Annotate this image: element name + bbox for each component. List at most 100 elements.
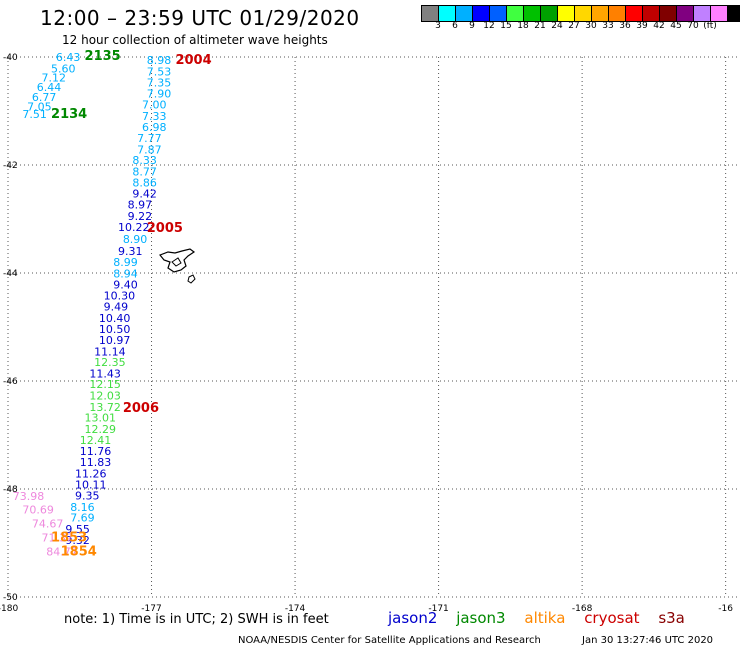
wave-height-label: 8.97	[128, 198, 153, 211]
wave-height-label: 8.77	[132, 165, 157, 178]
color-swatch	[439, 6, 456, 21]
pass-time-label: 1854	[61, 545, 97, 560]
axis-labels: -180 -177 -174 -171 -168 -16 -40 -42 -44 -46 -48 -5…	[0, 53, 733, 614]
color-swatch	[643, 6, 660, 21]
color-swatch	[490, 6, 507, 21]
pass-time-label: 2005	[147, 221, 183, 236]
color-swatch	[541, 6, 558, 21]
color-swatch	[558, 6, 575, 21]
wave-height-label: 9.32	[65, 534, 90, 547]
wave-height-label: 8.90	[123, 233, 148, 246]
wave-height-label: 10.97	[99, 334, 131, 347]
pass-time-label: 2004	[175, 53, 211, 68]
axis-tick-label: -168	[572, 604, 593, 614]
color-swatch	[575, 6, 592, 21]
wave-height-label: 12.29	[85, 423, 117, 436]
axis-tick-label: -42	[3, 161, 18, 171]
wave-height-label: 6.77	[32, 91, 57, 104]
color-scale-tick: 12	[483, 21, 495, 31]
wave-height-label: 7.51	[22, 108, 47, 121]
wave-height-label: 8.94	[113, 268, 138, 281]
legend-altika: altika	[524, 609, 566, 627]
color-scale-tick: 36	[619, 21, 631, 31]
color-scale-tick: 15	[500, 21, 512, 31]
wave-height-label: 9.42	[132, 188, 157, 201]
color-scale-tick: 21	[534, 21, 546, 31]
wave-height-label: 7.69	[70, 512, 95, 525]
legend-s3a: s3a	[658, 609, 685, 627]
wave-height-label: 7.53	[147, 66, 172, 79]
wave-height-label: 10.11	[75, 479, 107, 492]
color-swatch	[507, 6, 524, 21]
footer-timestamp: Jan 30 13:27:46 UTC 2020	[582, 635, 714, 646]
color-swatch	[456, 6, 473, 21]
color-swatch	[660, 6, 677, 21]
axis-tick-label: -50	[3, 593, 18, 603]
wave-height-label: 7.33	[142, 110, 167, 123]
color-swatch	[609, 6, 626, 21]
axis-tick-label: -174	[285, 604, 306, 614]
wave-height-label: 7.00	[142, 99, 167, 112]
wave-height-label: 12.15	[89, 378, 121, 391]
color-swatch	[677, 6, 694, 21]
footer-note: note: 1) Time is in UTC; 2) SWH is in fe…	[64, 612, 329, 627]
wave-height-label: 5.60	[51, 62, 76, 75]
wave-height-label: 9.35	[75, 489, 100, 502]
color-scale-tick: 70	[687, 21, 699, 31]
wave-height-label: 11.26	[75, 467, 107, 480]
wave-height-label: 8.98	[147, 54, 172, 67]
color-swatch	[626, 6, 643, 21]
satellite-legend: jason2 jason3 altika cryosat s3a	[388, 609, 699, 627]
wave-height-label: 8.99	[113, 256, 138, 269]
color-scale-tick: 42	[653, 21, 665, 31]
wave-height-label: 12.03	[89, 390, 121, 403]
map-subtitle: 12 hour collection of altimeter wave hei…	[62, 33, 328, 47]
axis-tick-label: -180	[0, 604, 18, 614]
axis-tick-label: -171	[428, 604, 448, 614]
axis-tick-label: -40	[3, 53, 18, 63]
wave-height-label: 6.44	[37, 81, 62, 94]
legend-jason3: jason3	[456, 609, 506, 627]
pass-time-label: 1853	[51, 531, 87, 546]
color-scale-tick: 9	[469, 21, 475, 31]
wave-height-label: 9.31	[118, 245, 143, 258]
color-scale-tick: (ft)	[703, 21, 717, 31]
color-swatch	[728, 6, 740, 21]
wave-height-label: 11.76	[80, 445, 112, 458]
color-swatch	[524, 6, 541, 21]
color-swatch	[592, 6, 609, 21]
wave-height-label: 70.69	[22, 504, 54, 517]
wave-height-label: 7.87	[137, 143, 162, 156]
wave-height-label: 84.77	[46, 546, 77, 559]
altimeter-readings: 6.435.607.126.446.777.057.51 2135 2134 8.98…	[13, 49, 212, 560]
wave-height-label: 11.14	[94, 345, 126, 358]
color-scale-tick: 27	[568, 21, 580, 31]
axis-tick-label: -48	[3, 485, 18, 495]
wave-height-label: 7.35	[147, 76, 172, 89]
wave-height-label: 7.05	[27, 101, 51, 114]
wave-height-label: 8.16	[70, 501, 95, 514]
wave-height-label: 10.22	[118, 221, 150, 234]
wave-height-label: 9.22	[128, 210, 153, 223]
color-scale-tick: 6	[452, 21, 458, 31]
footer-credit: NOAA/NESDIS Center for Satellite Applica…	[238, 635, 541, 646]
wave-height-label: 11.83	[80, 456, 112, 469]
wave-height-label: 13.01	[85, 412, 117, 425]
wave-height-label: 12.35	[94, 356, 126, 369]
color-swatch	[473, 6, 490, 21]
color-scale-tick: 45	[670, 21, 682, 31]
pass-time-label: 2134	[51, 107, 87, 122]
color-scale-tick: 24	[551, 21, 563, 31]
wave-height-label: 71.37	[41, 532, 73, 545]
wave-height-label: 7.90	[147, 88, 172, 101]
color-swatch	[694, 6, 711, 21]
wave-height-label: 6.98	[142, 121, 167, 134]
wave-height-label: 9.40	[113, 278, 138, 291]
legend-cryosat: cryosat	[584, 609, 640, 627]
map-title: 12:00 – 23:59 UTC 01/29/2020	[40, 6, 360, 30]
legend-jason2: jason2	[388, 609, 438, 627]
axis-tick-label: -177	[141, 604, 161, 614]
wave-height-label: 13.72	[89, 401, 121, 414]
wave-height-label: 7.12	[41, 72, 66, 85]
